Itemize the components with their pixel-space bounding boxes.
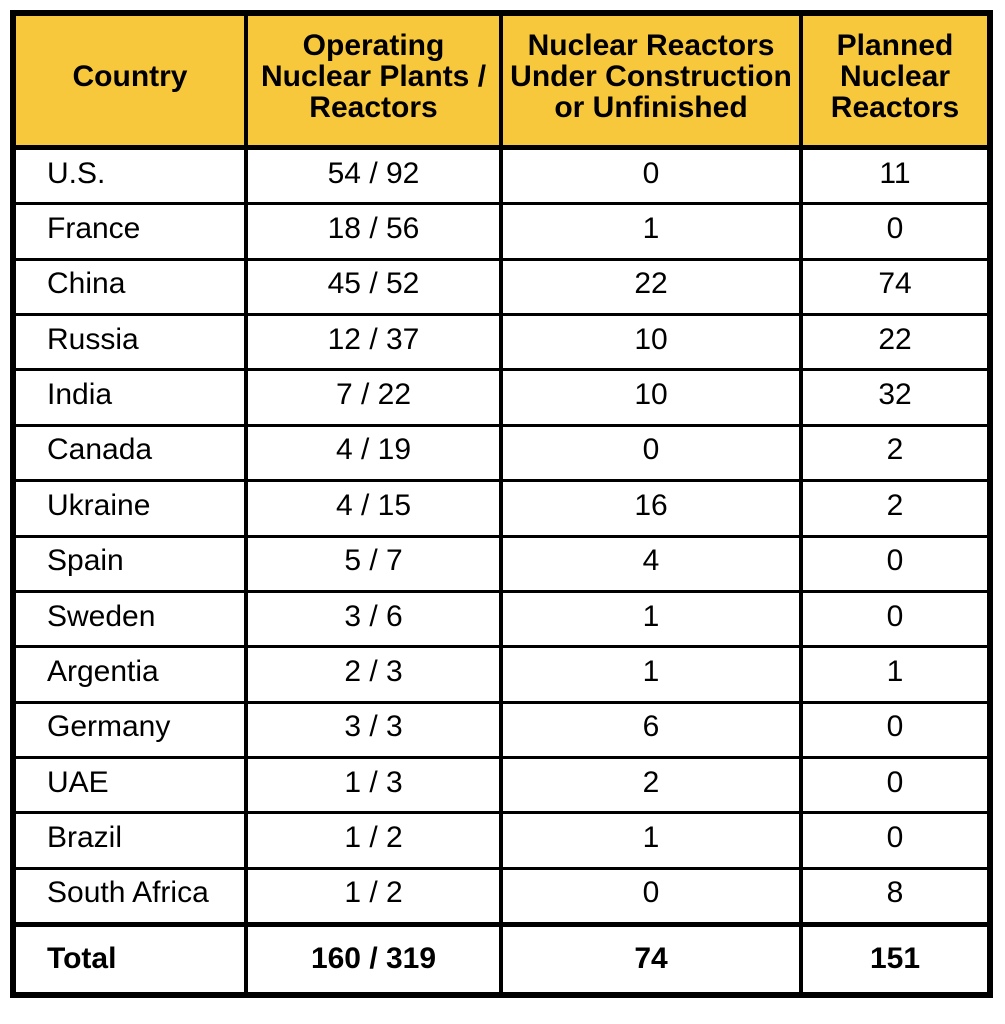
under-construction-value: 1 xyxy=(503,814,799,867)
under-construction-value: 4 xyxy=(503,537,799,590)
total-operating-value: 160 / 319 xyxy=(248,925,499,993)
country-cell: Germany xyxy=(16,703,244,756)
operating-value: 1 / 3 xyxy=(248,758,499,812)
under-construction-value: 0 xyxy=(503,869,799,923)
planned-value: 0 xyxy=(803,703,987,756)
country-cell: Argentia xyxy=(16,648,244,701)
column-header-planned-reactors: Planned Nuclear Reactors xyxy=(803,16,987,147)
under-construction-value: 10 xyxy=(503,316,799,369)
column-header-under-construction: Nuclear Reactors Under Construction or U… xyxy=(503,16,799,147)
column-header-country: Country xyxy=(16,16,244,147)
under-construction-value: 10 xyxy=(503,371,799,424)
planned-value: 1 xyxy=(803,648,987,701)
country-cell: Brazil xyxy=(16,814,244,867)
operating-value: 12 / 37 xyxy=(248,316,499,369)
planned-value: 0 xyxy=(803,537,987,590)
planned-value: 0 xyxy=(803,592,987,646)
planned-value: 0 xyxy=(803,758,987,812)
country-cell: UAE xyxy=(16,758,244,812)
country-cell: Russia xyxy=(16,316,244,369)
country-cell: Sweden xyxy=(16,592,244,646)
operating-value: 2 / 3 xyxy=(248,648,499,701)
under-construction-value: 0 xyxy=(503,426,799,480)
country-cell: U.S. xyxy=(16,150,244,203)
total-row-label: Total xyxy=(16,925,244,993)
planned-value: 2 xyxy=(803,482,987,535)
planned-value: 0 xyxy=(803,814,987,867)
planned-value: 0 xyxy=(803,205,987,258)
under-construction-value: 1 xyxy=(503,205,799,258)
country-cell: France xyxy=(16,205,244,258)
under-construction-value: 1 xyxy=(503,592,799,646)
under-construction-value: 0 xyxy=(503,150,799,203)
country-cell: South Africa xyxy=(16,869,244,923)
planned-value: 11 xyxy=(803,150,987,203)
planned-value: 74 xyxy=(803,260,987,314)
operating-value: 45 / 52 xyxy=(248,260,499,314)
operating-value: 1 / 2 xyxy=(248,869,499,923)
nuclear-reactors-table: Country Operating Nuclear Plants / React… xyxy=(10,10,993,999)
operating-value: 3 / 6 xyxy=(248,592,499,646)
country-cell: Spain xyxy=(16,537,244,590)
under-construction-value: 2 xyxy=(503,758,799,812)
operating-value: 1 / 2 xyxy=(248,814,499,867)
country-cell: India xyxy=(16,371,244,424)
planned-value: 22 xyxy=(803,316,987,369)
operating-value: 54 / 92 xyxy=(248,150,499,203)
planned-value: 2 xyxy=(803,426,987,480)
operating-value: 18 / 56 xyxy=(248,205,499,258)
under-construction-value: 22 xyxy=(503,260,799,314)
column-header-operating-plants-reactors: Operating Nuclear Plants / Reactors xyxy=(248,16,499,147)
operating-value: 4 / 15 xyxy=(248,482,499,535)
operating-value: 4 / 19 xyxy=(248,426,499,480)
country-cell: China xyxy=(16,260,244,314)
total-planned-value: 151 xyxy=(803,925,987,993)
planned-value: 8 xyxy=(803,869,987,923)
operating-value: 3 / 3 xyxy=(248,703,499,756)
planned-value: 32 xyxy=(803,371,987,424)
under-construction-value: 16 xyxy=(503,482,799,535)
operating-value: 5 / 7 xyxy=(248,537,499,590)
country-cell: Ukraine xyxy=(16,482,244,535)
total-under-construction-value: 74 xyxy=(503,925,799,993)
under-construction-value: 1 xyxy=(503,648,799,701)
operating-value: 7 / 22 xyxy=(248,371,499,424)
country-cell: Canada xyxy=(16,426,244,480)
under-construction-value: 6 xyxy=(503,703,799,756)
